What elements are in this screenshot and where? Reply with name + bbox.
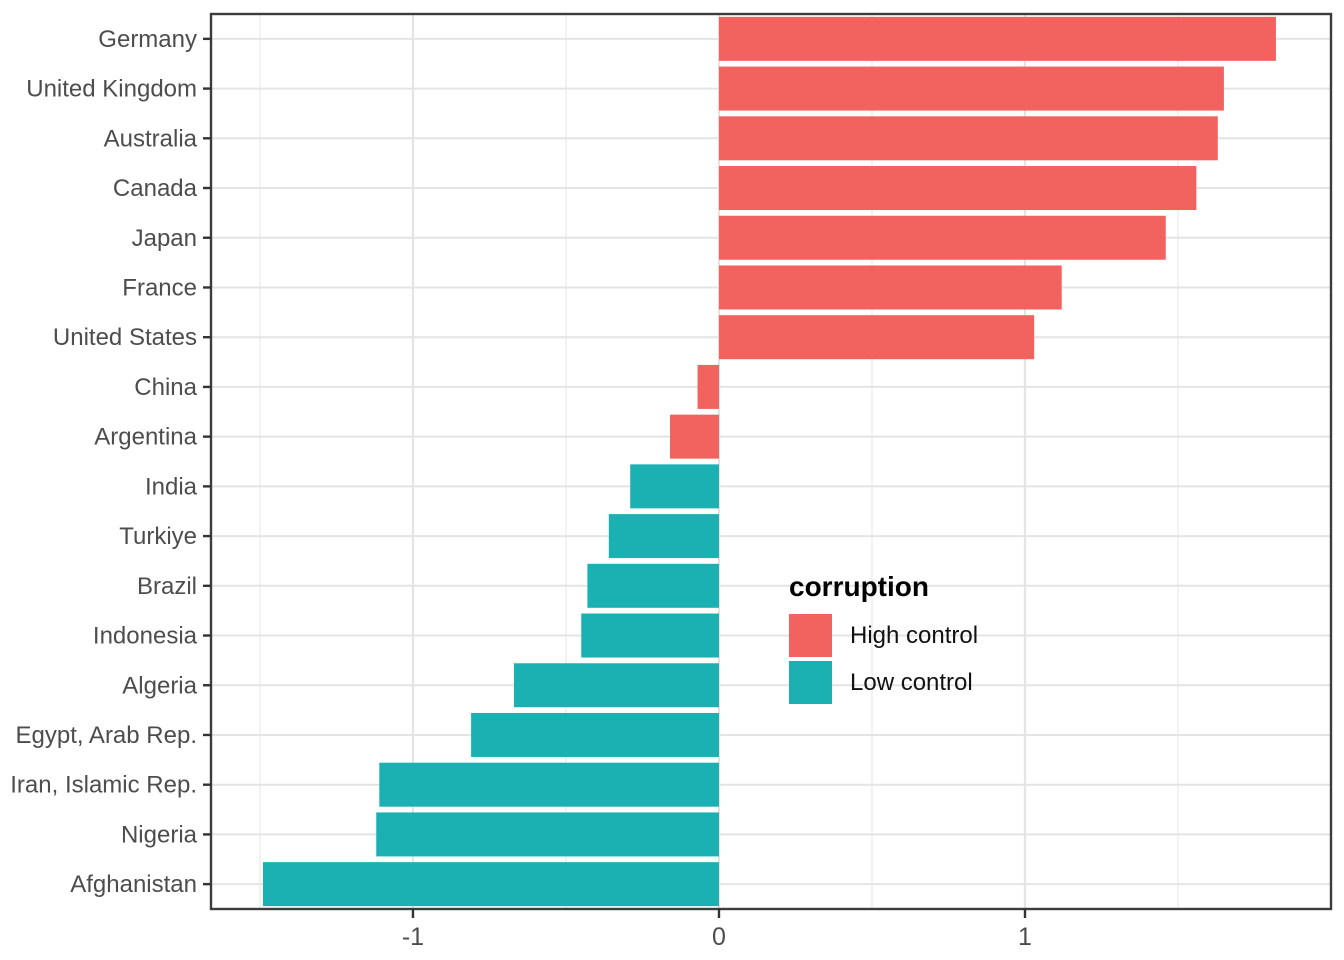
bar-united-states xyxy=(718,315,1035,360)
plot-panel xyxy=(211,14,1331,909)
x-axis: -1 0 1 xyxy=(402,909,1032,951)
bar-indonesia xyxy=(581,613,719,658)
legend-label-high-control: High control xyxy=(850,621,979,649)
legend-item-low-control: Low control xyxy=(789,661,978,705)
bar-turkiye xyxy=(608,514,719,559)
bar-germany xyxy=(718,16,1276,61)
y-axis-label-egypt-arab-rep: Egypt, Arab Rep. xyxy=(16,722,197,749)
y-axis-label-canada: Canada xyxy=(113,175,198,202)
bar-argentina xyxy=(670,414,719,459)
bar-australia xyxy=(718,116,1218,161)
bar-nigeria xyxy=(376,812,719,857)
x-tick-label-0: 0 xyxy=(712,923,726,951)
y-axis-label-indonesia: Indonesia xyxy=(93,623,198,650)
y-axis-label-nigeria: Nigeria xyxy=(121,821,198,848)
y-axis-label-algeria: Algeria xyxy=(122,672,197,699)
bar-iran-islamic-rep xyxy=(379,762,719,807)
y-axis-label-japan: Japan xyxy=(132,225,197,252)
x-tick-label-1: 1 xyxy=(1018,923,1032,951)
bar-france xyxy=(718,265,1062,310)
y-axis-label-argentina: Argentina xyxy=(94,424,197,451)
legend-label-low-control: Low control xyxy=(850,668,973,696)
legend-title: corruption xyxy=(789,571,929,602)
bar-canada xyxy=(718,166,1197,211)
panel-border xyxy=(209,12,1333,911)
y-axis-label-australia: Australia xyxy=(104,125,198,152)
legend-item-high-control: High control xyxy=(789,614,979,658)
y-axis-label-united-states: United States xyxy=(53,324,197,351)
y-axis-label-india: India xyxy=(145,473,198,500)
y-axis-label-germany: Germany xyxy=(98,26,197,53)
bar-egypt-arab-rep xyxy=(471,712,719,757)
y-axis-label-afghanistan: Afghanistan xyxy=(70,871,197,898)
bar-united-kingdom xyxy=(718,66,1224,111)
y-axis-label-united-kingdom: United Kingdom xyxy=(26,76,197,103)
y-axis-label-turkiye: Turkiye xyxy=(119,523,197,550)
y-axis-label-iran-islamic-rep: Iran, Islamic Rep. xyxy=(10,772,197,799)
y-axis-label-brazil: Brazil xyxy=(137,573,197,600)
bar-algeria xyxy=(513,663,719,708)
bar-afghanistan xyxy=(263,862,719,907)
bar-india xyxy=(630,464,719,509)
bar-china xyxy=(697,364,719,409)
legend-swatch-high-control xyxy=(789,614,832,658)
y-axis-label-france: France xyxy=(122,274,197,301)
bar-japan xyxy=(718,215,1166,260)
legend: corruption High control Low control xyxy=(789,572,978,708)
y-axis: Germany United Kingdom Australia Canada Japa… xyxy=(10,26,211,898)
legend-swatch-low-control xyxy=(789,661,832,705)
bar-brazil xyxy=(587,563,719,608)
y-axis-label-china: China xyxy=(134,374,197,401)
x-tick-label--1: -1 xyxy=(402,923,424,951)
